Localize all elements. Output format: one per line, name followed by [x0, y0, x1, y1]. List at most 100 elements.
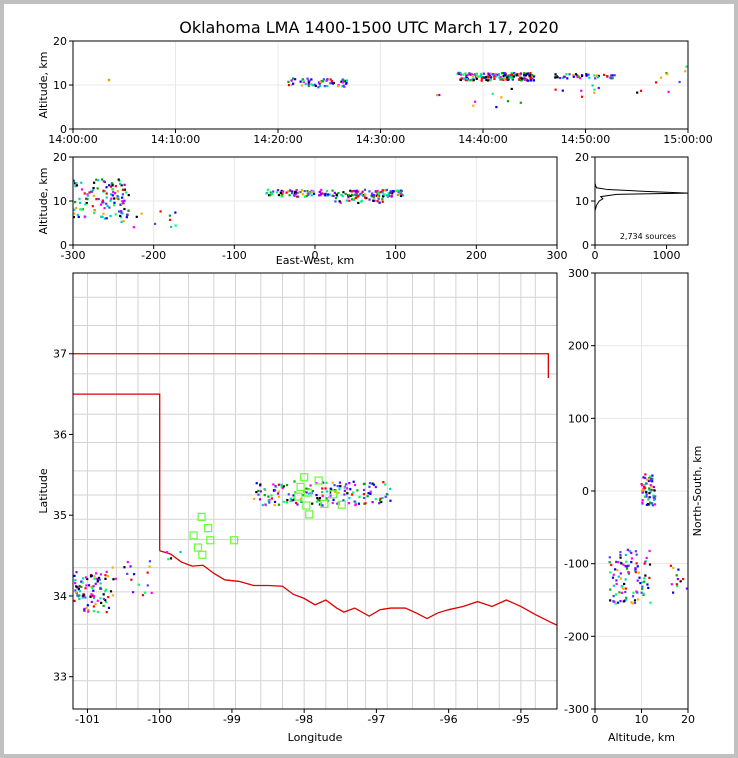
lightning-source-point — [491, 73, 495, 76]
lightning-source-point — [639, 581, 642, 585]
panel-altitude-ns: 0 10 20 -300 -200 -100 0 100 200 300 North-South, … — [564, 267, 704, 744]
lightning-source-point — [90, 593, 93, 596]
lightning-source-point — [585, 73, 588, 76]
lightning-source-point — [396, 193, 399, 197]
lightning-source-point — [110, 193, 113, 196]
lightning-source-point — [371, 482, 374, 485]
lightning-source-point — [89, 575, 93, 578]
lightning-source-point — [317, 86, 320, 89]
lightning-source-point — [332, 498, 335, 501]
lightning-source-point — [651, 474, 654, 477]
lightning-source-point — [270, 494, 273, 497]
lightning-source-point — [85, 606, 88, 609]
lightning-source-point — [472, 79, 475, 82]
lightning-source-point — [294, 78, 297, 81]
lightning-source-point — [282, 485, 285, 488]
lightning-source-point — [354, 196, 357, 199]
lightning-source-point — [624, 553, 627, 556]
lightning-source-point — [286, 498, 289, 502]
lightning-source-point — [285, 483, 289, 487]
lma-station-marker — [198, 550, 207, 559]
lightning-source-point — [642, 592, 645, 595]
lightning-source-point — [644, 487, 647, 490]
y-tick-label: -100 — [564, 558, 589, 571]
lightning-source-point — [652, 488, 655, 492]
lightning-source-point — [120, 210, 123, 213]
lightning-source-point — [109, 590, 113, 593]
lightning-source-point — [636, 565, 639, 568]
lightning-source-point — [343, 489, 346, 492]
lightning-source-point — [368, 198, 371, 201]
lightning-source-point — [350, 190, 353, 193]
lightning-source-point — [366, 495, 369, 498]
lightning-source-point — [92, 595, 95, 598]
lightning-source-point — [647, 503, 650, 506]
lightning-source-point — [504, 72, 507, 75]
lma-station-marker — [303, 488, 312, 497]
lightning-source-point — [101, 201, 104, 204]
lightning-source-point — [381, 496, 384, 500]
lightning-source-point — [562, 75, 566, 78]
x-tick-label: -100 — [147, 713, 172, 726]
lightning-source-point — [389, 499, 392, 502]
lightning-source-point — [630, 601, 633, 604]
lightning-source-point — [122, 220, 125, 223]
lightning-source-point — [307, 84, 310, 88]
lightning-source-point — [610, 77, 613, 80]
lightning-source-point — [344, 192, 347, 196]
lightning-source-point — [95, 197, 98, 201]
lightning-source-point — [335, 193, 338, 197]
lightning-source-point — [113, 197, 116, 200]
lightning-source-point — [93, 212, 96, 215]
lightning-source-point — [79, 201, 82, 204]
lightning-source-point — [376, 195, 379, 198]
lightning-source-point — [459, 73, 462, 76]
lightning-source-point — [625, 598, 628, 601]
lightning-source-point — [530, 74, 534, 77]
lightning-source-point — [288, 194, 291, 197]
lightning-source-point — [580, 95, 584, 98]
lightning-source-point — [319, 194, 322, 197]
y-tick-label: 20 — [53, 35, 67, 48]
lightning-source-point — [102, 212, 105, 215]
lightning-source-point — [317, 81, 321, 84]
lightning-source-point — [86, 604, 89, 607]
lightning-source-point — [650, 488, 653, 491]
lightning-source-point — [652, 485, 655, 489]
lightning-source-point — [100, 215, 103, 218]
lightning-source-point — [471, 77, 474, 80]
lightning-source-point — [309, 192, 312, 195]
lightning-source-point — [292, 82, 295, 85]
lightning-source-point — [331, 189, 334, 192]
lightning-source-point — [343, 486, 346, 489]
x-tick-label: 0 — [312, 249, 319, 262]
lightning-source-point — [457, 72, 461, 75]
lightning-source-point — [290, 499, 294, 502]
lightning-source-point — [381, 189, 384, 192]
lightning-source-point — [341, 85, 344, 88]
lightning-source-point — [648, 501, 652, 504]
x-tick-label: 14:40:00 — [458, 133, 507, 146]
lightning-source-point — [649, 601, 652, 604]
lightning-source-point — [280, 189, 283, 193]
lightning-source-point — [519, 101, 522, 104]
lightning-source-point — [356, 489, 359, 492]
lightning-source-point — [315, 493, 318, 497]
lightning-source-point — [99, 573, 102, 576]
lightning-source-point — [652, 494, 655, 497]
lightning-source-point — [93, 575, 96, 578]
lightning-source-point — [614, 593, 618, 596]
lightning-source-point — [159, 210, 162, 213]
lightning-source-point — [471, 74, 474, 77]
lightning-source-point — [645, 478, 649, 481]
lightning-source-point — [380, 500, 383, 504]
lightning-source-point — [612, 594, 615, 598]
lightning-source-point — [645, 493, 648, 496]
lightning-source-point — [320, 188, 323, 192]
lightning-source-point — [347, 194, 351, 197]
x-tick-label: -100 — [222, 249, 247, 262]
lightning-source-point — [115, 197, 118, 200]
lightning-source-point — [630, 551, 633, 555]
lightning-source-point — [684, 70, 687, 73]
lightning-source-point — [117, 178, 120, 181]
